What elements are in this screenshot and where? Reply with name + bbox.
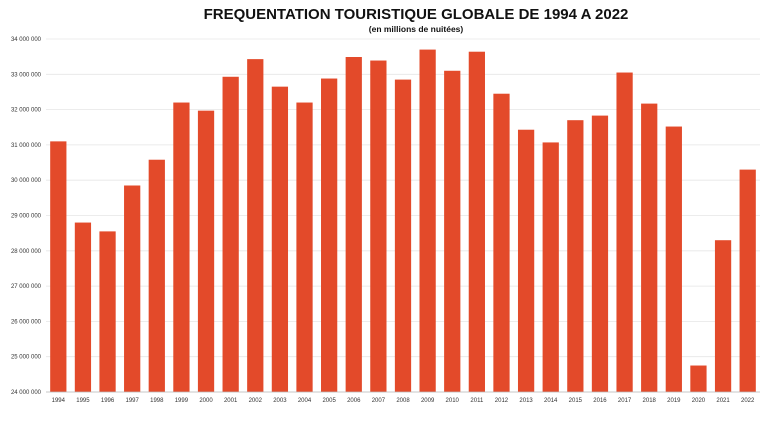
- bar-2022: [739, 169, 756, 392]
- bar-2009: [419, 49, 436, 393]
- y-tick-label: 26 000 000: [11, 319, 42, 325]
- y-tick-label: 34 000 000: [11, 37, 42, 43]
- x-tick-label: 2020: [692, 398, 706, 404]
- bar-2017: [616, 72, 633, 392]
- bar-2001: [222, 76, 239, 393]
- x-tick-label: 2019: [667, 398, 681, 404]
- x-tick-label: 2000: [199, 398, 213, 404]
- bar-2014: [542, 142, 559, 392]
- bar-1994: [50, 141, 67, 392]
- x-tick-label: 2015: [569, 398, 583, 404]
- bar-1995: [74, 222, 92, 392]
- bar-2021: [714, 240, 732, 392]
- bar-1997: [124, 185, 141, 392]
- x-tick-label: 2009: [421, 398, 435, 404]
- x-tick-label: 2014: [544, 398, 558, 404]
- bar-2020: [690, 365, 707, 392]
- bar-2012: [493, 93, 510, 392]
- x-tick-label: 2021: [716, 398, 730, 404]
- y-tick-label: 32 000 000: [11, 108, 42, 114]
- bar-2015: [567, 120, 584, 392]
- y-tick-label: 31 000 000: [11, 143, 42, 149]
- y-axis-tick-labels: 24 000 000 25 000 000 26 000 000 27 000 000…: [11, 37, 42, 396]
- x-tick-label: 1996: [101, 398, 115, 404]
- bar-2002: [247, 59, 264, 392]
- bar-2011: [468, 51, 485, 392]
- x-tick-label: 1997: [125, 398, 139, 404]
- x-tick-label: 2003: [273, 398, 287, 404]
- bar-2003: [271, 86, 289, 392]
- x-tick-label: 2012: [495, 398, 509, 404]
- bar-2007: [370, 60, 387, 393]
- bar-2016: [591, 115, 609, 392]
- x-tick-label: 2001: [224, 398, 238, 404]
- x-tick-label: 2013: [519, 398, 533, 404]
- x-tick-label: 2016: [593, 398, 607, 404]
- x-tick-label: 2007: [372, 398, 386, 404]
- x-tick-label: 2008: [396, 398, 410, 404]
- y-tick-label: 33 000 000: [11, 72, 42, 78]
- bar-2013: [517, 129, 535, 392]
- x-tick-label: 2022: [741, 398, 755, 404]
- x-tick-label: 1995: [76, 398, 90, 404]
- x-tick-label: 2004: [298, 398, 312, 404]
- y-tick-label: 25 000 000: [11, 355, 42, 361]
- bar-1999: [173, 102, 190, 392]
- bar-1998: [148, 159, 165, 392]
- y-tick-label: 24 000 000: [11, 390, 42, 396]
- bar-1996: [99, 231, 116, 392]
- bar-2008: [394, 79, 412, 392]
- chart-title: FREQUENTATION TOURISTIQUE GLOBALE DE 199…: [203, 6, 629, 23]
- x-tick-label: 2010: [446, 398, 460, 404]
- bar-2005: [321, 78, 338, 392]
- y-tick-label: 28 000 000: [11, 249, 42, 255]
- bars: [50, 49, 756, 393]
- y-tick-label: 30 000 000: [11, 178, 42, 184]
- y-tick-label: 27 000 000: [11, 284, 42, 290]
- x-axis-tick-labels: 1994 1995 1996 1997 1998 1999 2000 2001 2002 2003…: [52, 398, 755, 404]
- bar-2018: [641, 103, 658, 392]
- x-tick-label: 2011: [470, 398, 484, 404]
- chart-subtitle: (en millions de nuitées): [368, 24, 464, 34]
- x-tick-label: 1994: [52, 398, 66, 404]
- x-tick-label: 2017: [618, 398, 632, 404]
- x-tick-label: 2002: [249, 398, 263, 404]
- bar-2004: [296, 102, 313, 392]
- x-tick-label: 2018: [643, 398, 657, 404]
- bar-2000: [197, 110, 215, 392]
- bar-2006: [345, 57, 362, 393]
- x-tick-label: 2005: [322, 398, 336, 404]
- x-tick-label: 1998: [150, 398, 164, 404]
- x-tick-label: 1999: [175, 398, 189, 404]
- bar-2019: [665, 126, 682, 392]
- y-tick-label: 29 000 000: [11, 214, 42, 220]
- x-tick-label: 2006: [347, 398, 361, 404]
- bar-2010: [444, 70, 461, 393]
